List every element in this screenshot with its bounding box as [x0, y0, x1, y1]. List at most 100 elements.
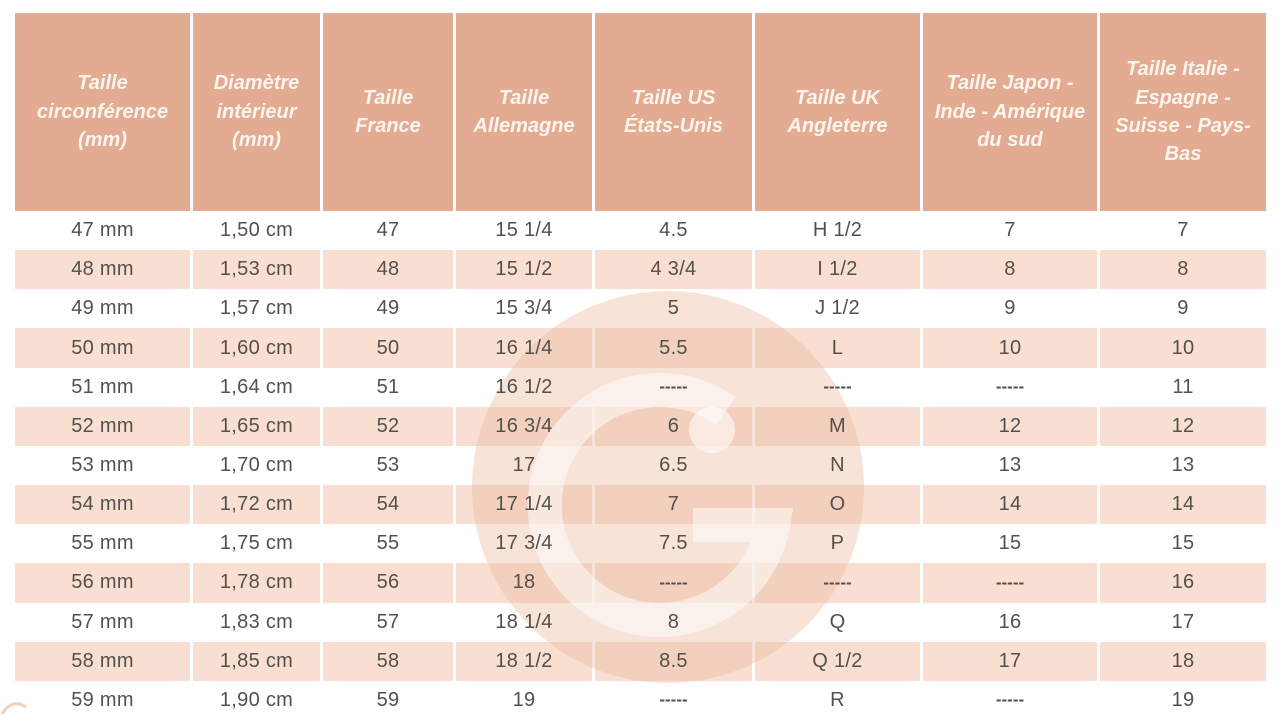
- table-cell-r7-c1: [15, 445, 190, 486]
- cell-value: 17 3/4: [495, 532, 553, 555]
- cell-value: 17: [998, 649, 1022, 672]
- header-cell-col7: [923, 13, 1097, 211]
- size-conversion-table: Taille circonférence (mm) Diamètre intéri…: [15, 13, 1266, 720]
- table-cell-r8-c5: 7: [595, 485, 752, 524]
- cell-value: 8: [667, 610, 680, 633]
- table-cell-r6-c6: M: [755, 407, 920, 446]
- header-cell-col8: Taille Italie - Espagne - Suisse - Pays-…: [1100, 13, 1266, 211]
- cell-value: 16: [1171, 571, 1195, 594]
- cell-value: 15: [1171, 532, 1195, 555]
- header-cell-col5: Taille US États-Unis: [595, 13, 752, 211]
- cell-value: 17: [512, 453, 536, 476]
- header-cell-col5: [595, 13, 752, 211]
- table-cell-r1-c1: [15, 211, 190, 251]
- table-cell-r3-c5: 5: [595, 289, 752, 328]
- table-cell-r4-c3: 50: [323, 328, 453, 367]
- table-cell-r3-c3: [323, 289, 453, 329]
- table-cell-r4-c6: [755, 328, 920, 368]
- table-cell-r9-c2: [193, 524, 320, 564]
- table-cell-r4-c5: 5.5: [595, 328, 752, 367]
- cell-value: 1,72 cm: [219, 493, 294, 516]
- cell-value: 54: [376, 493, 400, 516]
- header-label: Taille US États-Unis: [624, 86, 723, 137]
- table-cell-r13-c5: [595, 680, 752, 720]
- table-cell-r7-c7: [923, 445, 1097, 486]
- cell-value: M: [829, 414, 846, 437]
- cell-value: O: [829, 493, 846, 516]
- table-cell-r1-c4: [456, 211, 592, 251]
- cell-value: 17: [1171, 610, 1195, 633]
- table-cell-r12-c1: [15, 641, 190, 681]
- cell-value: P: [830, 532, 845, 555]
- table-cell-r5-c1: 51 mm: [15, 368, 190, 407]
- cell-value: 7: [1177, 219, 1189, 242]
- table-cell-r12-c5: [595, 641, 752, 681]
- table-cell-r1-c2: 1,50 cm: [193, 211, 320, 250]
- cell-value: 12: [1171, 414, 1195, 437]
- cell-value: 8.5: [659, 649, 688, 672]
- header-label: Diamètre intérieur (mm): [213, 72, 300, 152]
- cell-value: 55: [376, 532, 400, 555]
- table-cell-r13-c7: -----: [923, 681, 1097, 720]
- cell-value: R: [830, 688, 845, 711]
- table-cell-r12-c3: [323, 641, 453, 681]
- table-cell-r6-c2: 1,65 cm: [193, 407, 320, 446]
- table-cell-r5-c7: [923, 367, 1097, 407]
- table-cell-r4-c4: [456, 328, 592, 368]
- table-cell-r10-c5: -----: [595, 563, 752, 602]
- cell-value: 53: [376, 453, 400, 476]
- cell-value: 50 mm: [71, 336, 134, 359]
- table-cell-r11-c8: [1100, 602, 1266, 642]
- cell-value: 59 mm: [71, 688, 134, 711]
- cell-value: -----: [823, 377, 852, 397]
- cell-value: 18 1/2: [495, 649, 553, 672]
- table-cell-r9-c6: P: [755, 524, 920, 563]
- table-cell-r3-c7: [923, 289, 1097, 329]
- cell-value: 1,57 cm: [219, 297, 294, 320]
- table-cell-r13-c4: [456, 680, 592, 720]
- table-cell-r8-c1: [15, 485, 190, 525]
- table-cell-r4-c4: 16 1/4: [456, 328, 592, 367]
- cell-value: 4 3/4: [650, 258, 697, 281]
- table-cell-r2-c7: 8: [923, 250, 1097, 289]
- table-cell-r12-c8: 18: [1100, 642, 1266, 681]
- header-label: Taille Italie - Espagne - Suisse - Pays-…: [1115, 58, 1251, 166]
- cell-value: 47 mm: [71, 219, 134, 242]
- table-cell-r6-c5: 6: [595, 407, 752, 446]
- cell-value: 1,78 cm: [219, 571, 294, 594]
- table-cell-r13-c6: [755, 680, 920, 720]
- cell-value: 19: [512, 688, 536, 711]
- table-cell-r5-c7: -----: [923, 368, 1097, 407]
- cell-value: 9: [1004, 297, 1016, 320]
- table-cell-r5-c5: -----: [595, 368, 752, 407]
- table-cell-r3-c7: 9: [923, 289, 1097, 328]
- table-cell-r10-c2: 1,78 cm: [193, 563, 320, 602]
- cell-value: 1,50 cm: [219, 219, 294, 242]
- table-cell-r5-c2: [193, 367, 320, 407]
- table-cell-r2-c5: 4 3/4: [595, 250, 752, 289]
- table-cell-r8-c1: 54 mm: [15, 485, 190, 524]
- cell-value: 1,64 cm: [219, 375, 294, 398]
- header-cell-col6: Taille UK Angleterre: [755, 13, 920, 211]
- table-cell-r9-c1: 55 mm: [15, 524, 190, 563]
- table-cell-r10-c3: [323, 563, 453, 603]
- table-cell-r4-c1: [15, 328, 190, 368]
- cell-value: 15 1/2: [495, 258, 553, 281]
- table-cell-r12-c7: [923, 641, 1097, 681]
- cell-value: 15 1/4: [495, 219, 553, 242]
- table-cell-r2-c6: I 1/2: [755, 250, 920, 289]
- table-cell-r3-c8: 9: [1100, 289, 1266, 328]
- table-cell-r1-c3: [323, 211, 453, 251]
- table-cell-r6-c3: 52: [323, 407, 453, 446]
- cell-value: I 1/2: [817, 258, 858, 281]
- table-cell-r13-c7: [923, 680, 1097, 720]
- table-cell-r4-c6: L: [755, 328, 920, 367]
- table-cell-r7-c4: 17: [456, 446, 592, 485]
- cell-value: 56: [376, 571, 400, 594]
- table-cell-r5-c6: -----: [755, 368, 920, 407]
- cell-value: 59: [376, 688, 400, 711]
- cell-value: 14: [1171, 493, 1195, 516]
- table-cell-r13-c1: 59 mm: [15, 681, 190, 720]
- table-cell-r9-c8: [1100, 524, 1266, 564]
- cell-value: 14: [998, 493, 1022, 516]
